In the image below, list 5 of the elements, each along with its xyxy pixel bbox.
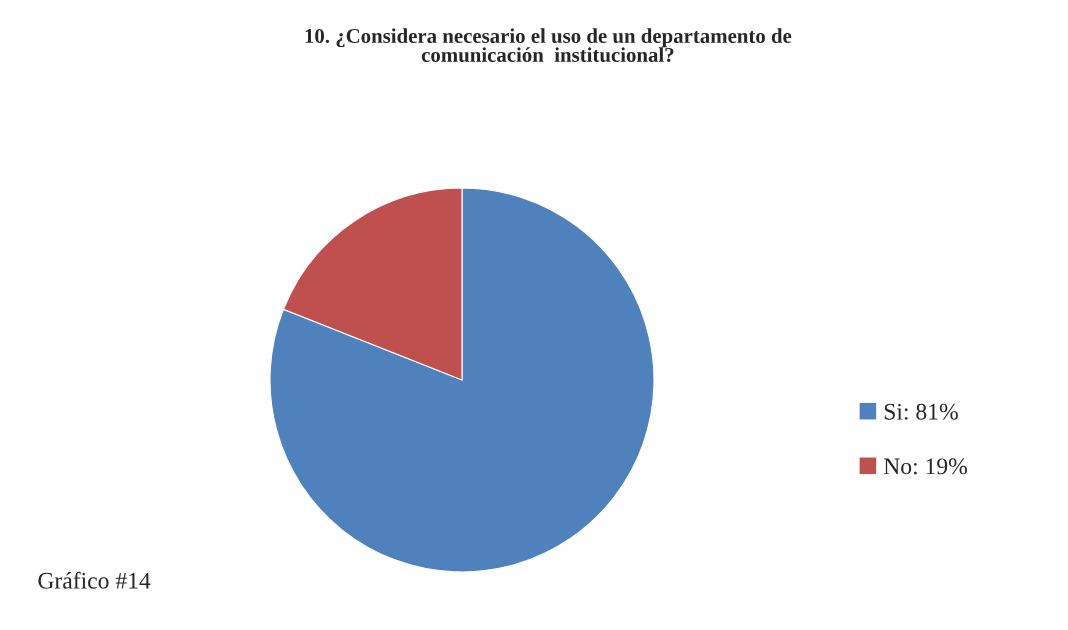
- legend-label: Si: 81%: [884, 403, 958, 420]
- pie-slice: [269, 187, 655, 573]
- text: Gráfico #14: [38, 571, 151, 589]
- legend-label: No: 19%: [883, 458, 968, 475]
- chart-title: 10. ¿Considera necesario el uso de un departamento de comunicación institucional?: [305, 28, 792, 62]
